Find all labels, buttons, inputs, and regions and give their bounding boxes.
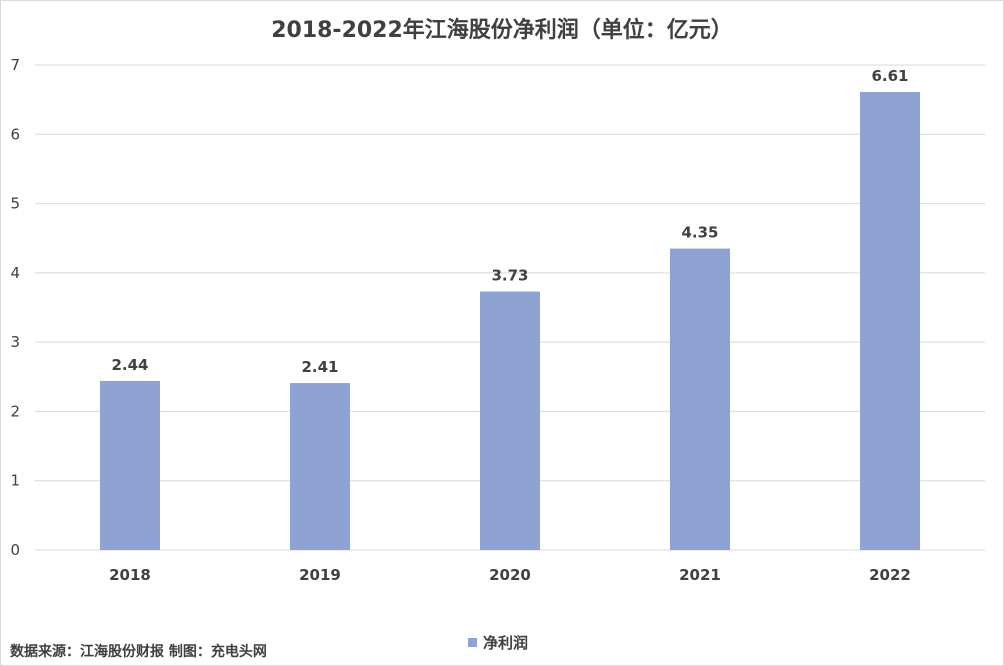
legend-label: 净利润	[483, 633, 529, 652]
y-tick-label: 3	[10, 333, 20, 351]
bar-2022	[860, 92, 920, 551]
bar-2018	[100, 380, 160, 550]
data-label-2022: 6.61	[871, 67, 908, 85]
x-axis-ticks: 2018 2019 2020 2021 2022	[109, 566, 911, 584]
data-label-2020: 3.73	[491, 267, 528, 285]
source-note: 数据来源：江海股份财报 制图：充电头网	[10, 644, 267, 660]
data-label-2021: 4.35	[681, 224, 718, 242]
x-tick-label-2020: 2020	[489, 566, 531, 584]
chart-title: 2018-2022年江海股份净利润（单位：亿元）	[271, 18, 733, 43]
x-tick-label-2019: 2019	[299, 566, 341, 584]
y-axis-ticks: 0 1 2 3 4 5 6 7	[10, 56, 20, 559]
bar-2020	[480, 291, 540, 550]
y-tick-label: 6	[10, 125, 20, 143]
y-tick-label: 1	[10, 472, 20, 490]
bars	[100, 92, 920, 551]
y-tick-label: 5	[10, 195, 20, 213]
x-tick-label-2022: 2022	[869, 566, 911, 584]
data-label-2018: 2.44	[111, 356, 148, 374]
data-labels: 2.44 2.41 3.73 4.35 6.61	[111, 67, 908, 376]
bar-2019	[290, 383, 350, 550]
y-tick-label: 7	[10, 56, 20, 74]
y-tick-label: 4	[10, 264, 20, 282]
data-label-2019: 2.41	[301, 358, 338, 376]
y-tick-label: 0	[10, 541, 20, 559]
legend-swatch	[468, 637, 477, 647]
legend: 净利润	[468, 632, 528, 652]
y-tick-label: 2	[10, 402, 20, 420]
bar-2021	[670, 248, 730, 550]
x-tick-label-2018: 2018	[109, 566, 151, 584]
x-tick-label-2021: 2021	[679, 566, 721, 584]
